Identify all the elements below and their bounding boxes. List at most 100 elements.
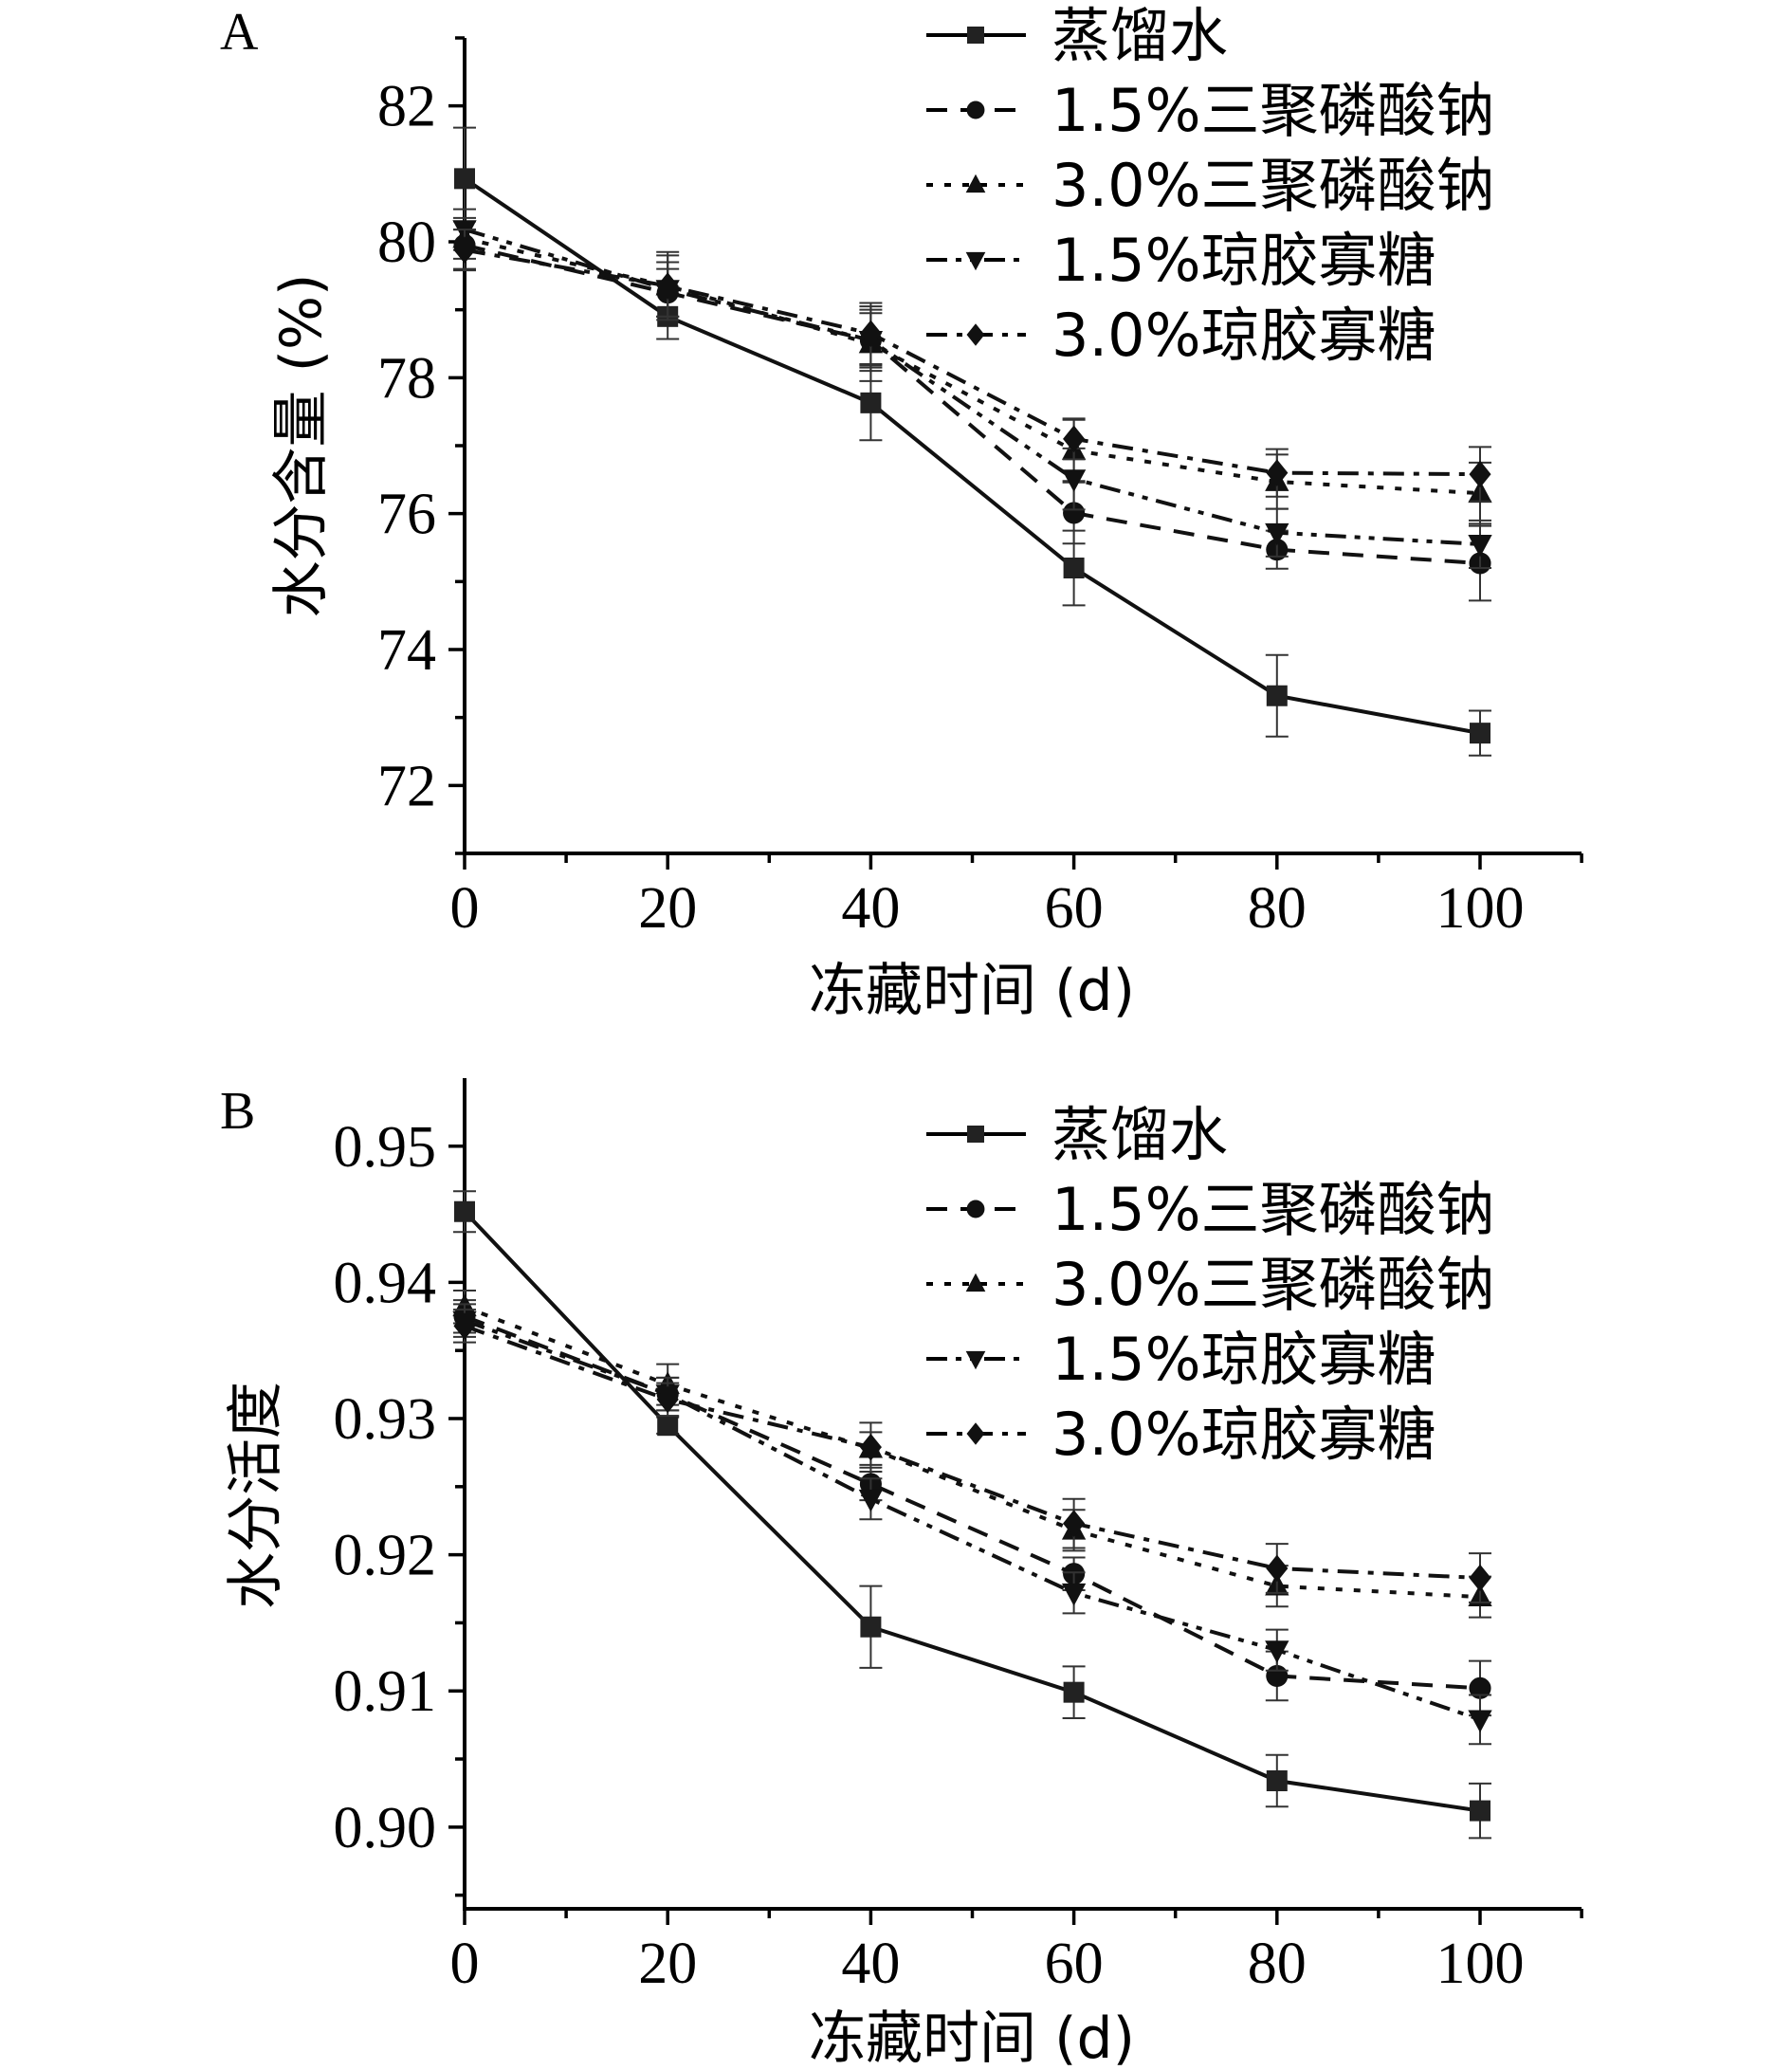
y-tick-label: 74: [377, 618, 436, 683]
data-point-square: [1266, 1770, 1288, 1792]
y-tick-label: 0.91: [334, 1659, 437, 1724]
legend-label: 1.5%三聚磷酸钠: [1051, 76, 1495, 145]
data-point-diamond: [453, 236, 476, 264]
legend-item: 3.0%琼胶寡糖: [926, 1400, 1436, 1469]
legend-item: 蒸馏水: [926, 1, 1228, 70]
data-point-triangle-down: [1265, 1640, 1289, 1663]
series-line: [464, 1318, 1481, 1722]
data-point-diamond: [453, 1312, 476, 1340]
data-point-square: [1470, 723, 1490, 744]
series-group-b: [452, 1190, 1492, 1840]
x-tick-label: 100: [1436, 1932, 1525, 1996]
legend-marker-square-icon: [967, 1126, 984, 1143]
y-tick-label: 0.92: [334, 1524, 437, 1588]
legend-item: 3.0%琼胶寡糖: [926, 301, 1436, 370]
legend-item: 1.5%三聚磷酸钠: [926, 76, 1495, 145]
series-line: [464, 1324, 1481, 1581]
x-tick-label: 20: [638, 876, 697, 941]
legend-label: 1.5%琼胶寡糖: [1051, 226, 1436, 295]
x-axis-title-b: 冻藏时间 (d): [809, 2006, 1135, 2070]
y-tick-label: 72: [377, 754, 436, 818]
y-axis-title-b: 水分活度: [223, 1382, 289, 1609]
data-point-diamond: [1063, 1510, 1086, 1537]
y-tick-label: 0.93: [334, 1387, 437, 1452]
legend-item: 蒸馏水: [926, 1100, 1228, 1169]
data-point-square: [657, 1415, 679, 1437]
series-diamond-a: [453, 229, 1491, 503]
legend-label: 3.0%三聚磷酸钠: [1051, 1250, 1495, 1319]
data-point-triangle-down: [1265, 522, 1289, 546]
series-line: [463, 1210, 1481, 1813]
data-point-triangle-down: [1061, 1583, 1087, 1606]
legend-label: 蒸馏水: [1051, 1, 1228, 70]
legend-label: 蒸馏水: [1051, 1100, 1228, 1169]
data-point-square: [1266, 685, 1288, 706]
legend-label: 1.5%三聚磷酸钠: [1051, 1175, 1495, 1244]
y-tick-label: 78: [377, 346, 436, 411]
legend-marker-triangle-down-icon: [965, 251, 986, 271]
legend-marker-diamond-icon: [966, 323, 985, 346]
series-line: [463, 176, 1481, 736]
data-point-square: [1063, 558, 1085, 578]
legend-item: 3.0%三聚磷酸钠: [926, 151, 1495, 220]
ticks-a: 0 20 40 60 80 100 72 74 76 78 80 82: [377, 36, 1583, 941]
series-line: [464, 243, 1481, 565]
series-line: [464, 1305, 1481, 1600]
legend-marker-diamond-icon: [966, 1422, 985, 1445]
data-point-diamond: [1469, 460, 1491, 488]
legend-marker-square-icon: [967, 27, 984, 44]
data-point-square: [1063, 1681, 1085, 1703]
data-point-triangle-down: [1468, 1710, 1492, 1733]
x-tick-label: 40: [841, 1932, 900, 1996]
data-point-square: [860, 392, 882, 413]
y-tick-label: 0.94: [334, 1251, 437, 1315]
series-square-b: [453, 1190, 1491, 1840]
legend-marker-circle-icon: [966, 1200, 985, 1218]
x-tick-label: 80: [1248, 1932, 1307, 1996]
data-point-diamond: [859, 320, 882, 348]
data-point-diamond: [1469, 1564, 1491, 1592]
data-point-square: [454, 168, 475, 190]
legend-marker-triangle-up-icon: [965, 174, 986, 193]
data-point-triangle-down: [858, 1489, 884, 1512]
y-tick-label: 82: [377, 75, 436, 139]
data-point-square: [1470, 1800, 1490, 1822]
y-axis-title-a: 水分含量 (%): [268, 274, 335, 618]
x-tick-label: 20: [638, 1932, 697, 1996]
series-line: [464, 236, 1481, 496]
x-tick-label: 40: [841, 876, 900, 941]
ticks-b: 0 20 40 60 80 100 0.90 0.91 0.92 0.93 0.94 0.95: [334, 1115, 1583, 1996]
legend-label: 1.5%琼胶寡糖: [1051, 1325, 1436, 1394]
legend-label: 3.0%琼胶寡糖: [1051, 1400, 1436, 1469]
y-tick-label: 76: [377, 483, 436, 547]
x-tick-label: 100: [1436, 876, 1525, 941]
data-point-triangle-down: [1061, 469, 1087, 492]
legend-item: 3.0%三聚磷酸钠: [926, 1250, 1495, 1319]
series-square-a: [453, 126, 1491, 757]
y-tick-label: 80: [377, 211, 436, 275]
legend-label: 3.0%三聚磷酸钠: [1051, 151, 1495, 220]
data-point-diamond: [1266, 1554, 1289, 1583]
legend-item: 1.5%琼胶寡糖: [926, 226, 1436, 295]
series-line: [464, 247, 1481, 477]
data-point-diamond: [656, 1385, 679, 1414]
chart-panel-b: B 水分活度 冻藏时间 (d) 0 20 40 60 80 100 0.90 0.91 0.92…: [220, 1078, 1583, 2070]
data-point-circle: [1469, 1676, 1491, 1699]
data-point-diamond: [859, 1433, 882, 1461]
data-point-square: [454, 1200, 475, 1222]
x-tick-label: 80: [1248, 876, 1307, 941]
legend-item: 1.5%三聚磷酸钠: [926, 1175, 1495, 1244]
panel-letter-b: B: [220, 1082, 255, 1141]
legend-label: 3.0%琼胶寡糖: [1051, 301, 1436, 370]
panel-letter-a: A: [220, 3, 259, 62]
data-point-circle: [1063, 502, 1086, 524]
legend-marker-triangle-down-icon: [965, 1350, 986, 1370]
data-point-diamond: [656, 272, 679, 300]
legend-marker-circle-icon: [966, 101, 985, 119]
data-point-triangle-down: [1468, 535, 1492, 558]
legend-marker-triangle-up-icon: [965, 1273, 986, 1292]
data-point-diamond: [1063, 425, 1086, 453]
